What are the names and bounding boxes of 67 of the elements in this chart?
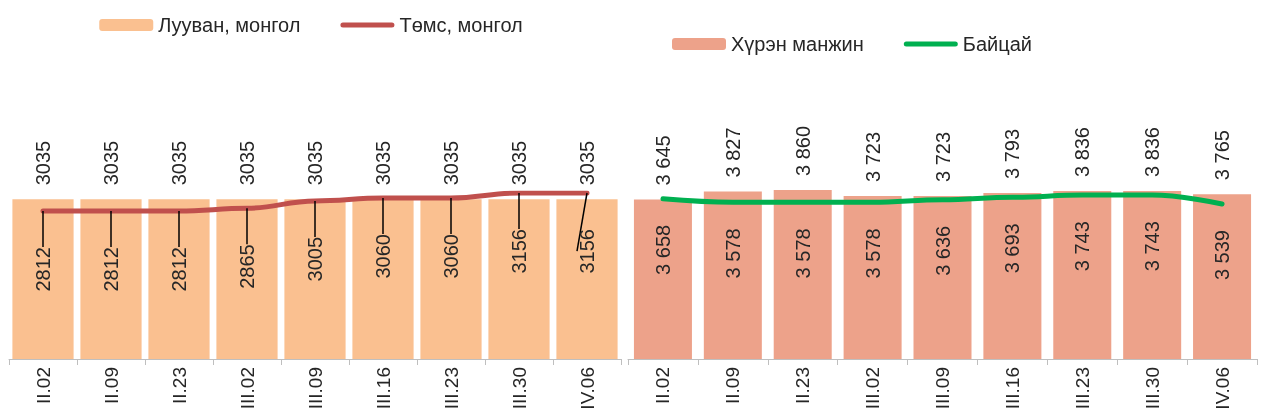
x-tick-label: IV.06 xyxy=(576,367,598,410)
data-label: 3156 xyxy=(508,229,530,274)
data-label: 3 723 xyxy=(931,131,954,182)
data-label: 3035 xyxy=(508,140,530,186)
data-label: 3 836 xyxy=(1071,126,1094,178)
legend-label: Лууван, монгол xyxy=(158,14,301,36)
x-tick-label: III.16 xyxy=(1001,367,1023,410)
bar xyxy=(773,190,832,359)
x-tick-label: II.23 xyxy=(792,367,814,404)
data-label: 3 860 xyxy=(791,125,814,176)
x-tick-label: III.16 xyxy=(372,367,394,410)
x-tick-label: II.09 xyxy=(722,367,744,404)
data-label: 3035 xyxy=(168,140,190,186)
data-label: 3 836 xyxy=(1141,126,1164,178)
data-label: 2812 xyxy=(168,247,190,292)
bar xyxy=(1193,194,1252,359)
x-tick-label: III.02 xyxy=(236,367,258,410)
data-label: 3060 xyxy=(440,234,462,279)
data-label: 3 765 xyxy=(1211,130,1234,181)
data-label: 3035 xyxy=(100,140,122,186)
x-tick-label: III.02 xyxy=(862,367,884,410)
bar xyxy=(1053,191,1112,359)
bar xyxy=(983,192,1042,359)
data-label: 3 578 xyxy=(721,228,744,279)
data-label: 3 743 xyxy=(1071,221,1094,272)
data-label: 3 793 xyxy=(1001,128,1024,179)
x-tick-label: II.02 xyxy=(32,367,54,404)
x-tick-label: II.09 xyxy=(100,367,122,404)
data-label: 3 693 xyxy=(1001,223,1024,274)
x-tick-label: III.30 xyxy=(508,367,530,410)
x-tick-label: IV.06 xyxy=(1211,367,1233,410)
bar xyxy=(1123,191,1182,359)
data-label: 3005 xyxy=(304,236,326,282)
data-label: 3 723 xyxy=(861,131,884,182)
bar xyxy=(913,196,972,359)
data-label: 3035 xyxy=(576,140,598,186)
x-tick-label: III.23 xyxy=(1071,367,1093,410)
data-label: 3035 xyxy=(236,140,258,186)
legend-label: Хүрэн манжин xyxy=(731,33,864,55)
x-tick-label: III.09 xyxy=(932,367,953,410)
x-tick-label: III.30 xyxy=(1141,367,1163,410)
x-tick-label: III.23 xyxy=(440,367,462,410)
data-label: 3 743 xyxy=(1141,221,1164,272)
x-tick-label: II.02 xyxy=(652,367,674,404)
data-label: 2812 xyxy=(32,247,54,292)
legend-label: Байцай xyxy=(962,33,1032,55)
data-label: 3035 xyxy=(440,140,462,186)
data-label: 3156 xyxy=(576,229,598,274)
data-label: 3035 xyxy=(32,140,54,186)
data-label: 3035 xyxy=(304,140,326,186)
data-label: 3 636 xyxy=(931,225,954,276)
data-label: 3 578 xyxy=(791,228,814,279)
data-label: 3 578 xyxy=(861,228,884,279)
data-label: 2812 xyxy=(100,247,122,292)
data-label: 3060 xyxy=(372,234,394,279)
data-label: 3 645 xyxy=(651,135,674,186)
data-label: 2865 xyxy=(236,244,258,289)
data-label: 3 539 xyxy=(1211,230,1234,281)
legend-label: Төмс, монгол xyxy=(399,14,523,36)
x-tick-label: II.23 xyxy=(168,367,190,404)
data-label: 3035 xyxy=(372,140,394,186)
data-label: 3 827 xyxy=(721,127,744,178)
data-label: 3 658 xyxy=(651,224,674,275)
x-tick-label: III.09 xyxy=(304,367,326,410)
bar xyxy=(703,191,762,359)
bar xyxy=(843,196,902,359)
bar xyxy=(633,199,692,359)
